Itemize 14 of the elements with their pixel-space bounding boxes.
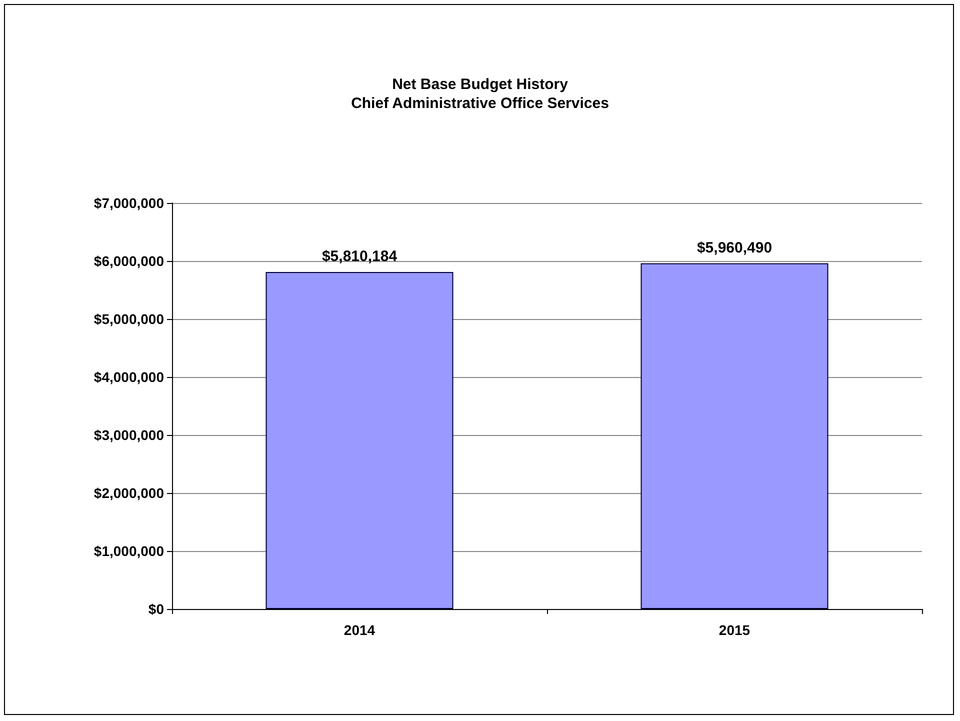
data-label: $5,960,490 bbox=[696, 239, 772, 256]
y-tick-label: $6,000,000 bbox=[94, 253, 164, 269]
data-label: $5,810,184 bbox=[322, 248, 398, 266]
chart-subtitle: Chief Administrative Office Services bbox=[351, 95, 609, 112]
y-tick-label: $5,000,000 bbox=[94, 311, 164, 327]
x-tick-label: 2014 bbox=[344, 622, 376, 638]
y-tick-label: $4,000,000 bbox=[94, 369, 164, 385]
y-tick-label: $0 bbox=[148, 601, 164, 617]
y-tick-label: $1,000,000 bbox=[94, 543, 164, 559]
y-tick-label: $3,000,000 bbox=[94, 427, 164, 443]
chart-title: Net Base Budget History bbox=[392, 76, 569, 93]
x-tick-label: 2015 bbox=[718, 622, 750, 638]
y-tick-label: $7,000,000 bbox=[94, 195, 164, 211]
y-tick-label: $2,000,000 bbox=[94, 485, 164, 501]
